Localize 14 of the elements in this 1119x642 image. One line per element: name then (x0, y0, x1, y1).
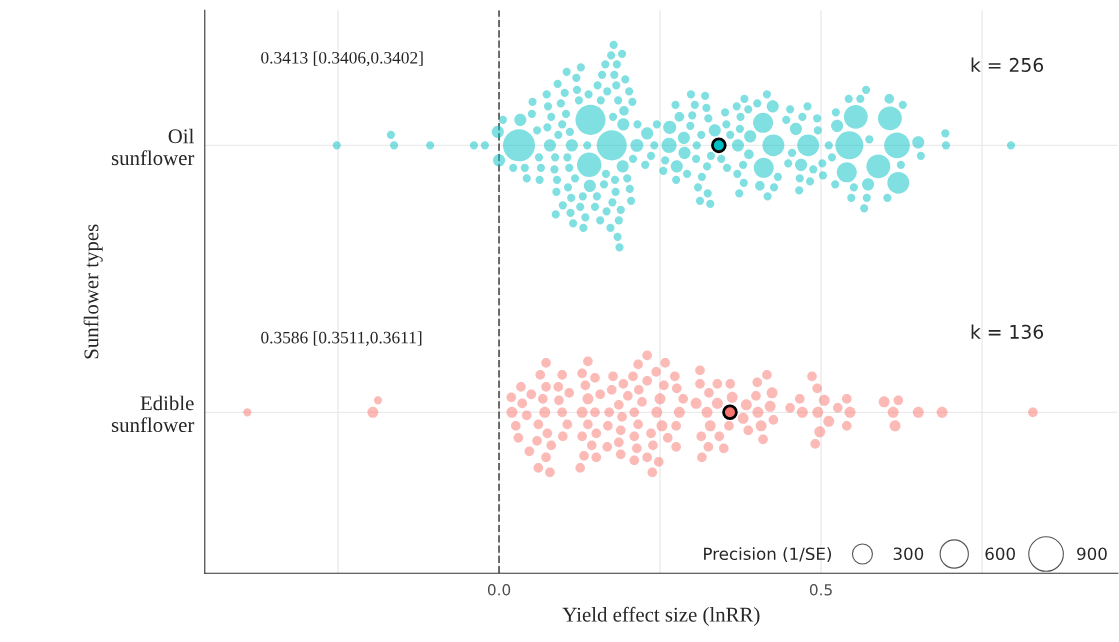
annotation: k = 136 (971, 324, 1044, 339)
y-tick-label: Edible sunflower (111, 395, 195, 433)
annotation: 0.3413 [0.3406,0.3402] (261, 51, 423, 67)
y-axis-title: Sunflower types (83, 224, 103, 359)
x-axis-title: Yield effect size (lnRR) (562, 606, 760, 626)
legend-label: 300 (893, 547, 924, 561)
x-tick-label: 0.5 (809, 583, 832, 596)
y-tick-label: Oil sunflower (111, 128, 195, 166)
annotation: k = 256 (971, 57, 1044, 73)
legend-label: 600 (985, 547, 1015, 561)
x-tick-label: 0.0 (487, 583, 511, 596)
legend-title: Precision (1/SE) (704, 547, 832, 563)
legend-label: 900 (1077, 547, 1107, 561)
annotation: 0.3586 [0.3511,0.3611] (261, 331, 422, 346)
